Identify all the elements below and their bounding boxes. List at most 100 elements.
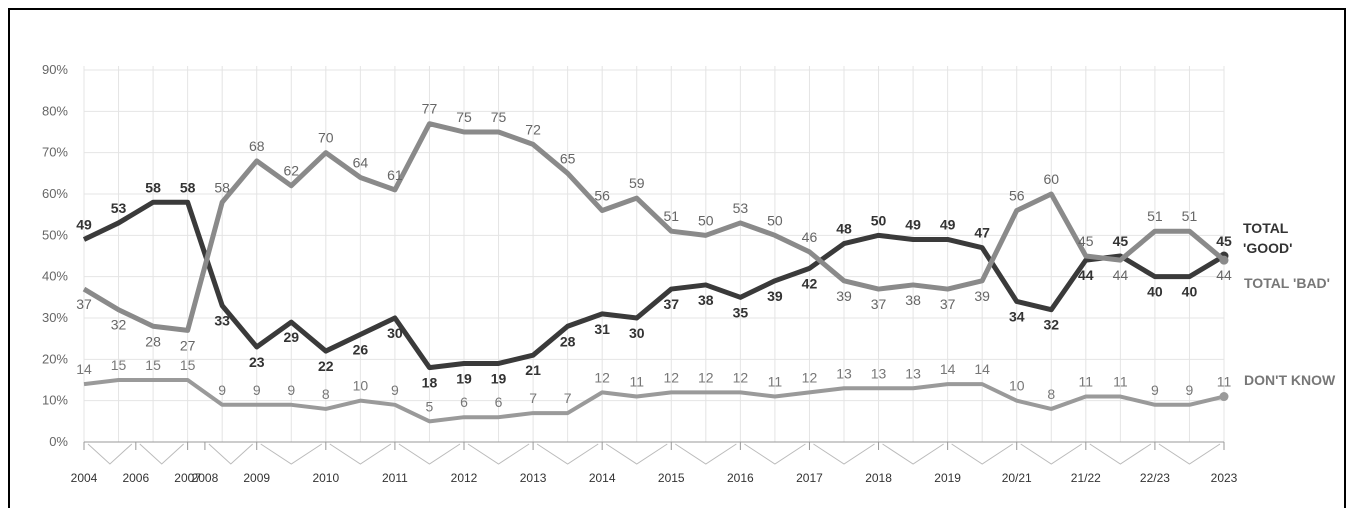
legend-bad: TOTAL 'BAD': [1244, 275, 1330, 291]
data-label: 51: [1182, 208, 1198, 224]
data-label: 13: [905, 365, 921, 381]
data-label: 12: [698, 369, 714, 385]
y-tick-label: 30%: [42, 310, 68, 325]
data-label: 35: [733, 304, 749, 320]
data-label: 51: [1147, 208, 1163, 224]
data-label: 44: [1216, 267, 1232, 283]
data-label: 45: [1078, 233, 1094, 249]
x-bracket: [882, 443, 944, 465]
data-label: 30: [387, 325, 403, 341]
data-label: 30: [629, 325, 645, 341]
legend-dont-know: DON'T KNOW: [1244, 372, 1336, 388]
data-label: 7: [529, 390, 537, 406]
x-tick-label: 22/23: [1140, 471, 1170, 485]
data-label: 32: [111, 317, 127, 333]
data-label: 53: [733, 200, 749, 216]
data-label: 12: [594, 369, 610, 385]
data-label: 61: [387, 167, 403, 183]
data-label: 50: [767, 212, 783, 228]
y-tick-label: 10%: [42, 393, 68, 408]
x-tick-label: 2014: [589, 471, 616, 485]
data-label: 45: [1216, 233, 1232, 249]
data-label: 58: [180, 179, 196, 195]
data-label: 39: [836, 288, 852, 304]
data-label: 8: [322, 386, 330, 402]
x-bracket: [398, 443, 461, 465]
data-label: 33: [214, 313, 230, 329]
x-tick-label: 2023: [1211, 471, 1238, 485]
x-bracket: [260, 443, 323, 465]
x-bracket: [208, 443, 254, 465]
data-label: 37: [663, 296, 679, 312]
data-label: 58: [214, 179, 230, 195]
x-bracket: [87, 443, 133, 465]
data-label: 45: [1113, 233, 1129, 249]
data-label: 44: [1113, 267, 1129, 283]
data-label: 46: [802, 229, 818, 245]
data-label: 6: [460, 394, 468, 410]
series-end-point: [1219, 255, 1229, 265]
x-tick-label: 2007: [174, 471, 201, 485]
data-label: 9: [1151, 382, 1159, 398]
x-bracket: [139, 443, 184, 465]
x-tick-label: 2012: [451, 471, 478, 485]
data-label: 50: [698, 212, 714, 228]
data-label: 6: [495, 394, 503, 410]
x-tick-label: 2015: [658, 471, 685, 485]
data-label: 65: [560, 150, 576, 166]
y-tick-label: 40%: [42, 269, 68, 284]
data-label: 62: [283, 163, 299, 179]
data-label: 64: [353, 154, 369, 170]
x-bracket: [744, 443, 806, 465]
x-tick-label: 2011: [382, 471, 408, 485]
legend-good-line2: 'GOOD': [1243, 240, 1292, 256]
y-tick-label: 70%: [42, 145, 68, 160]
data-label: 11: [1217, 374, 1232, 390]
data-label: 27: [180, 337, 196, 353]
x-tick-label: 2009: [243, 471, 270, 485]
data-label: 49: [76, 216, 92, 232]
data-label: 49: [905, 216, 921, 232]
x-bracket: [813, 443, 875, 465]
data-label: 7: [564, 390, 572, 406]
data-label: 18: [422, 375, 438, 391]
data-label: 38: [698, 292, 714, 308]
x-tick-label: 2016: [727, 471, 754, 485]
data-label: 40: [1147, 284, 1163, 300]
x-bracket: [1089, 443, 1152, 465]
data-label: 68: [249, 138, 265, 154]
y-tick-label: 60%: [42, 186, 68, 201]
data-label: 13: [871, 365, 887, 381]
data-label: 12: [733, 369, 749, 385]
x-tick-label: 20/21: [1002, 471, 1032, 485]
data-label: 34: [1009, 308, 1025, 324]
data-label: 22: [318, 358, 334, 374]
legend-good-line1: TOTAL: [1243, 220, 1289, 236]
x-bracket: [536, 443, 599, 465]
data-label: 32: [1043, 317, 1059, 333]
y-tick-label: 0%: [49, 434, 68, 449]
x-bracket: [467, 443, 530, 465]
data-label: 15: [145, 357, 161, 373]
data-label: 47: [974, 225, 990, 241]
data-label: 29: [283, 329, 299, 345]
data-label: 49: [940, 216, 956, 232]
series-line-0: [82, 199, 1226, 371]
x-bracket: [1020, 443, 1083, 465]
data-label: 9: [218, 382, 226, 398]
data-label: 60: [1043, 171, 1059, 187]
data-label: 23: [249, 354, 265, 370]
data-label: 53: [111, 200, 127, 216]
x-tick-label: 2006: [122, 471, 149, 485]
x-bracket: [1158, 443, 1221, 465]
data-label: 42: [802, 275, 818, 291]
data-label: 9: [253, 382, 261, 398]
x-bracket: [329, 443, 392, 465]
data-label: 70: [318, 130, 334, 146]
x-tick-label: 2017: [796, 471, 823, 485]
data-label: 37: [871, 296, 887, 312]
data-label: 19: [456, 370, 472, 386]
data-label: 9: [391, 382, 399, 398]
data-label: 10: [353, 378, 369, 394]
